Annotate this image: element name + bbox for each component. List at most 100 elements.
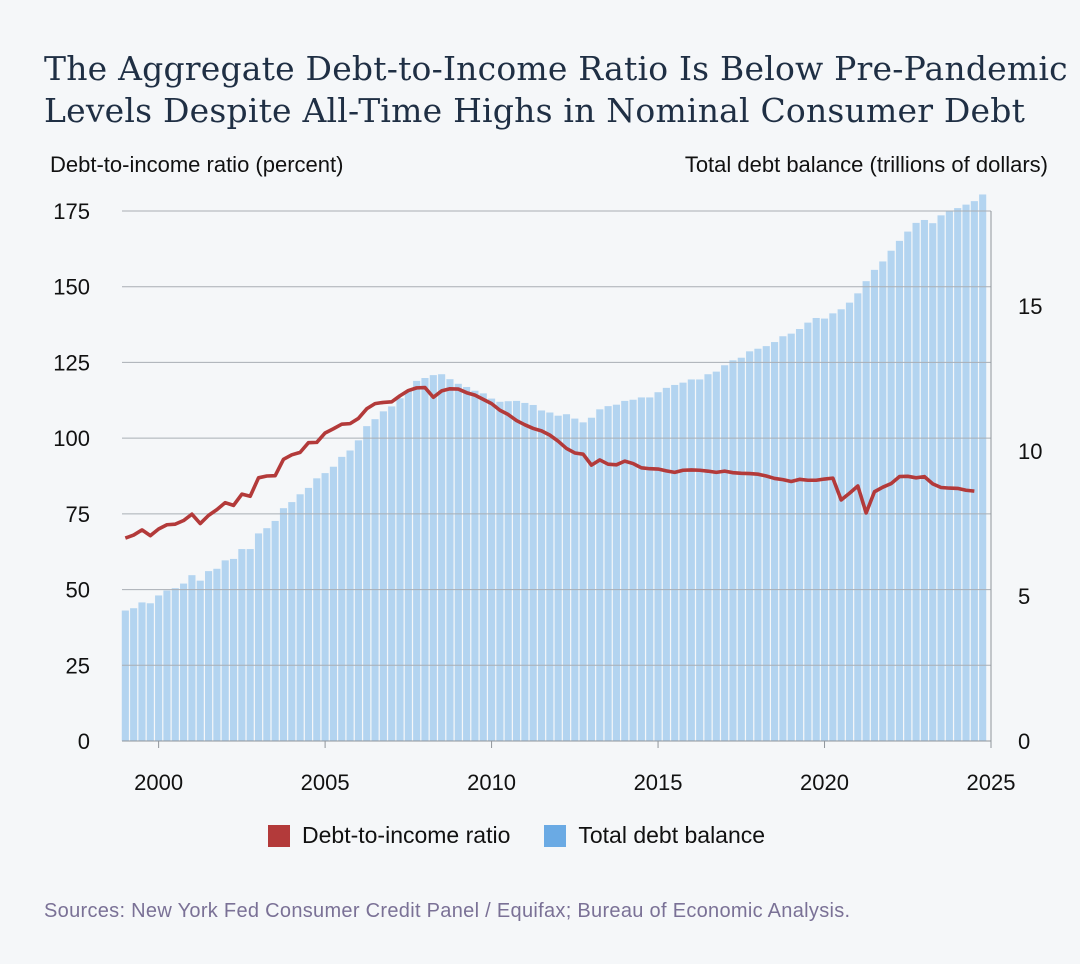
- debt-balance-bar: [288, 502, 296, 741]
- debt-balance-bar: [346, 450, 354, 741]
- legend: Debt-to-income ratio Total debt balance: [268, 822, 799, 849]
- x-tick-label: 2000: [134, 770, 183, 795]
- chart-title: The Aggregate Debt-to-Income Ratio Is Be…: [44, 48, 1068, 132]
- debt-balance-bar: [213, 568, 221, 741]
- debt-balance-bar: [904, 231, 912, 741]
- debt-balance-bar: [521, 402, 529, 741]
- debt-balance-bar: [937, 215, 945, 742]
- debt-balance-bar: [662, 387, 670, 741]
- debt-balance-bar: [512, 400, 521, 741]
- debt-balance-bar: [571, 418, 579, 741]
- debt-balance-bar: [180, 583, 188, 741]
- debt-balance-bar: [696, 379, 704, 741]
- debt-balance-bar: [954, 208, 962, 742]
- debt-balance-bar: [296, 494, 304, 741]
- debt-balance-bar: [396, 398, 404, 741]
- debt-balance-bar: [637, 397, 645, 741]
- debt-balance-bar: [379, 411, 387, 741]
- debt-balance-bar: [771, 342, 779, 741]
- left-tick-label: 175: [53, 199, 90, 224]
- debt-balance-bar: [263, 528, 271, 741]
- debt-balance-bar: [587, 417, 596, 741]
- right-tick-label: 5: [1018, 584, 1030, 609]
- chart-title-line-1: The Aggregate Debt-to-Income Ratio Is Be…: [44, 49, 1068, 88]
- debt-balance-bar: [804, 322, 812, 741]
- debt-balance-bar: [371, 419, 379, 741]
- debt-balance-bar: [121, 610, 129, 741]
- debt-balance-bar: [837, 309, 845, 741]
- debt-balance-bar: [621, 400, 629, 741]
- debt-balance-bar: [795, 329, 804, 741]
- debt-balance-bar: [754, 348, 762, 741]
- legend-label-bar: Total debt balance: [578, 822, 766, 848]
- debt-balance-bar: [562, 414, 571, 741]
- debt-balance-bar: [845, 302, 854, 741]
- debt-balance-bar: [612, 404, 620, 741]
- debt-balance-bar: [712, 371, 720, 741]
- debt-balance-bar: [962, 204, 970, 741]
- debt-balance-bar: [787, 333, 795, 741]
- debt-balance-bar: [413, 380, 421, 741]
- debt-balance-bar: [246, 549, 254, 741]
- debt-balance-bar: [887, 250, 895, 741]
- left-tick-label: 0: [78, 729, 90, 754]
- debt-balance-bar: [388, 406, 396, 741]
- debt-balance-bar: [546, 412, 554, 741]
- left-tick-label: 150: [53, 275, 90, 300]
- debt-balance-bar: [629, 399, 637, 741]
- left-tick-label: 75: [66, 502, 90, 527]
- debt-balance-bar: [171, 588, 179, 741]
- debt-balance-bar: [729, 360, 737, 741]
- chart-title-line-2: Levels Despite All-Time Highs in Nominal…: [44, 91, 1026, 130]
- debt-balance-bar: [504, 401, 512, 741]
- debt-balance-bar: [321, 473, 329, 741]
- source-note: Sources: New York Fed Consumer Credit Pa…: [44, 900, 851, 922]
- x-tick-label: 2010: [467, 770, 516, 795]
- x-tick-label: 2015: [634, 770, 683, 795]
- debt-balance-bar: [188, 575, 196, 741]
- debt-balance-bar: [737, 357, 745, 741]
- debt-balance-bar: [205, 571, 213, 741]
- debt-balance-bar: [762, 346, 770, 741]
- bar-series: [121, 194, 987, 742]
- debt-balance-bar: [596, 409, 604, 741]
- left-tick-label: 125: [53, 350, 90, 375]
- debt-balance-bar: [271, 520, 279, 741]
- debt-balance-bar: [687, 379, 695, 741]
- debt-balance-bar: [829, 313, 837, 741]
- debt-balance-bar: [463, 386, 471, 741]
- debt-balance-bar: [363, 426, 371, 741]
- debt-balance-bar: [820, 318, 829, 741]
- debt-balance-bar: [404, 391, 412, 741]
- left-tick-label: 50: [66, 578, 90, 603]
- debt-balance-bar: [554, 415, 562, 741]
- debt-balance-bar: [421, 378, 429, 741]
- legend-item-bar: Total debt balance: [544, 822, 765, 849]
- x-tick-label: 2025: [967, 770, 1016, 795]
- debt-balance-bar: [979, 194, 987, 742]
- x-tick-label: 2005: [301, 770, 350, 795]
- legend-label-line: Debt-to-income ratio: [302, 822, 511, 848]
- debt-balance-bar: [354, 440, 362, 741]
- debt-balance-bar: [604, 406, 612, 741]
- debt-balance-bar: [746, 351, 754, 741]
- debt-balance-bar: [229, 558, 238, 741]
- debt-balance-bar: [579, 422, 587, 741]
- debt-balance-bar: [646, 397, 654, 741]
- debt-balance-bar: [654, 392, 662, 741]
- debt-balance-bar: [671, 384, 679, 741]
- right-tick-label: 15: [1018, 294, 1042, 319]
- debt-balance-bar: [779, 336, 787, 741]
- legend-swatch-line: [268, 824, 290, 847]
- debt-balance-bar: [945, 210, 953, 741]
- debt-balance-bar: [854, 293, 862, 741]
- debt-balance-bar: [155, 595, 163, 741]
- debt-balance-bar: [304, 487, 313, 741]
- debt-balance-bar: [429, 375, 437, 741]
- debt-balance-bar: [313, 478, 321, 741]
- debt-balance-bar: [471, 390, 479, 741]
- debt-balance-bar: [146, 603, 154, 741]
- debt-balance-bar: [221, 560, 229, 741]
- right-tick-label: 0: [1018, 729, 1030, 754]
- debt-balance-bar: [912, 222, 920, 741]
